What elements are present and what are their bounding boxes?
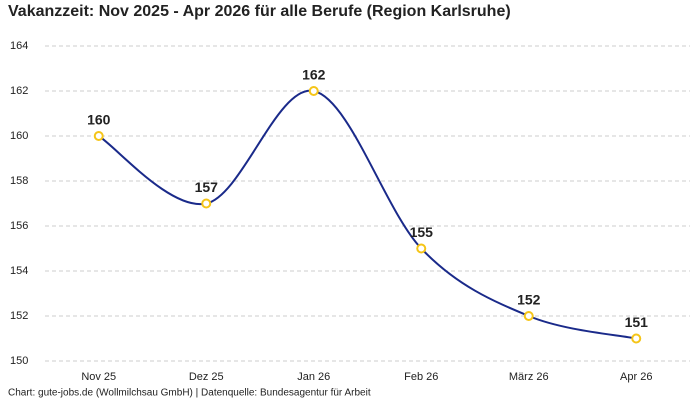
data-point xyxy=(416,243,427,254)
x-tick-label: Feb 26 xyxy=(404,371,438,383)
x-tick-label: März 26 xyxy=(509,371,549,383)
data-point xyxy=(308,86,319,96)
data-point xyxy=(201,198,212,209)
y-tick-label: 154 xyxy=(10,265,28,277)
data-point xyxy=(523,311,534,321)
data-label: 160 xyxy=(87,112,111,128)
data-label: 152 xyxy=(517,292,541,308)
data-line xyxy=(98,89,637,340)
data-label: 155 xyxy=(410,224,434,240)
chart-title: Vakanzzeit: Nov 2025 - Apr 2026 für alle… xyxy=(8,3,511,20)
y-tick-label: 160 xyxy=(10,130,28,142)
y-tick-label: 156 xyxy=(10,220,28,232)
data-label: 151 xyxy=(625,314,649,330)
x-tick-label: Jan 26 xyxy=(297,371,330,383)
source-note: Chart: gute-jobs.de (Wollmilchsau GmbH) … xyxy=(8,388,371,399)
data-point xyxy=(631,333,642,344)
y-tick-label: 158 xyxy=(10,175,28,187)
y-tick-label: 164 xyxy=(10,40,28,52)
x-tick-label: Apr 26 xyxy=(620,371,652,383)
y-tick-label: 162 xyxy=(10,85,28,97)
data-point xyxy=(93,131,104,141)
data-label: 157 xyxy=(195,179,219,195)
x-tick-label: Nov 25 xyxy=(81,371,116,383)
x-tick-label: Dez 25 xyxy=(189,371,224,383)
y-tick-label: 152 xyxy=(10,310,28,322)
y-tick-label: 150 xyxy=(10,355,28,367)
data-label: 162 xyxy=(302,67,326,83)
